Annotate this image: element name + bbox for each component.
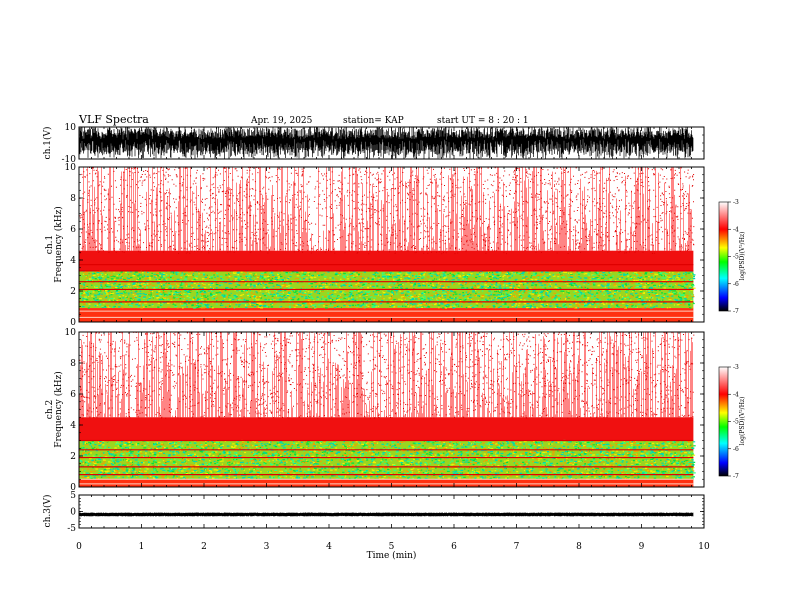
ch3-waveform-trace bbox=[79, 512, 694, 517]
low-freq-band bbox=[79, 479, 694, 487]
panel-frame bbox=[78, 494, 705, 529]
red-dense-band bbox=[79, 250, 694, 271]
upper-speckle bbox=[79, 331, 695, 420]
x-tick-label: 4 bbox=[326, 542, 332, 552]
time-axis: 0 1 2 3 4 5 6 7 8 9 10 Time (min) bbox=[76, 542, 710, 561]
low-freq-band bbox=[79, 308, 694, 322]
x-tick-label: 2 bbox=[201, 542, 207, 552]
start-time-label: start UT = 8 : 20 : 1 bbox=[437, 116, 529, 126]
spectrogram-ylabel: ch.2 bbox=[45, 400, 55, 419]
colorbar-tick-label: -6 bbox=[733, 281, 739, 288]
spectrogram-ylabel: Frequency (kHz) bbox=[53, 206, 64, 283]
y-tick-label: 4 bbox=[70, 421, 76, 431]
colorbar-tick-label: -5 bbox=[733, 419, 739, 426]
figure-title: VLF Spectra bbox=[78, 113, 149, 126]
ch1-colorbar-label: log(PSD)(V²/Hz) bbox=[739, 232, 746, 281]
ch2-spectrogram-panel: 0 2 4 6 8 10 ch.2 Frequency (kHz) bbox=[45, 328, 705, 493]
x-tick-label: 8 bbox=[576, 542, 582, 552]
colorbar-tick-label: -6 bbox=[733, 446, 739, 453]
x-tick-label: 10 bbox=[698, 542, 710, 552]
x-tick-label: 9 bbox=[639, 542, 645, 552]
y-tick-label: 10 bbox=[65, 123, 77, 133]
y-tick-label: 8 bbox=[70, 194, 76, 204]
colorbar-tick-label: -7 bbox=[733, 473, 739, 480]
x-tick-label: 1 bbox=[139, 542, 145, 552]
y-tick-label: 6 bbox=[70, 390, 76, 400]
date-label: Apr. 19, 2025 bbox=[250, 116, 313, 126]
y-tick-label: 10 bbox=[65, 328, 77, 338]
ch1-spectrogram-panel: 0 2 4 6 8 10 ch.1 Frequency (kHz) bbox=[45, 163, 705, 328]
ch3-waveform-ylabel: ch.3(V) bbox=[42, 495, 53, 528]
ch2-colorbar: log(PSD)(V²/Hz) -3 -4 -5 -6 -7 bbox=[718, 364, 746, 480]
ch1-colorbar: log(PSD)(V²/Hz) -3 -4 -5 -6 -7 bbox=[718, 199, 746, 315]
colorbar-tick-label: -3 bbox=[733, 199, 739, 206]
colorbar-tick-label: -7 bbox=[733, 308, 739, 315]
y-tick-label: -5 bbox=[67, 524, 76, 534]
colorbar-tick-label: -3 bbox=[733, 364, 739, 371]
y-tick-label: 0 bbox=[70, 508, 76, 518]
spectrogram-ylabel: Frequency (kHz) bbox=[53, 371, 64, 448]
station-label: station= KAP bbox=[343, 116, 404, 126]
y-tick-label: 8 bbox=[70, 359, 76, 369]
upper-speckle bbox=[79, 166, 695, 255]
colorbar-tick-label: -5 bbox=[733, 254, 739, 261]
red-dense-band bbox=[79, 417, 694, 441]
x-tick-label: 6 bbox=[451, 542, 457, 552]
y-tick-label: 6 bbox=[70, 225, 76, 235]
y-tick-label: 5 bbox=[70, 491, 76, 501]
x-tick-label: 3 bbox=[264, 542, 270, 552]
x-tick-label: 0 bbox=[76, 542, 82, 552]
x-tick-label: 7 bbox=[514, 542, 520, 552]
y-tick-label: 10 bbox=[65, 163, 77, 173]
ch1-waveform-trace bbox=[79, 127, 694, 159]
ch1-waveform-ylabel: ch.1(V) bbox=[42, 127, 53, 160]
colorbar-tick-label: -4 bbox=[733, 226, 739, 233]
ch1-waveform-panel: 10 -10 ch.1(V) bbox=[42, 123, 705, 165]
y-tick-label: 2 bbox=[70, 452, 76, 462]
ch2-colorbar-label: log(PSD)(V²/Hz) bbox=[739, 397, 746, 446]
colorbar-tick-label: -4 bbox=[733, 391, 739, 398]
y-tick-label: -10 bbox=[62, 155, 77, 165]
x-axis-label: Time (min) bbox=[367, 550, 417, 561]
ch3-waveform-panel: 5 0 -5 ch.3(V) bbox=[42, 491, 705, 534]
y-tick-label: 2 bbox=[70, 287, 76, 297]
spectrogram-ylabel: ch.1 bbox=[45, 235, 55, 254]
y-tick-label: 0 bbox=[70, 483, 76, 493]
y-tick-label: 0 bbox=[70, 318, 76, 328]
x-tick-label: 5 bbox=[389, 542, 395, 552]
y-tick-label: 4 bbox=[70, 256, 76, 266]
